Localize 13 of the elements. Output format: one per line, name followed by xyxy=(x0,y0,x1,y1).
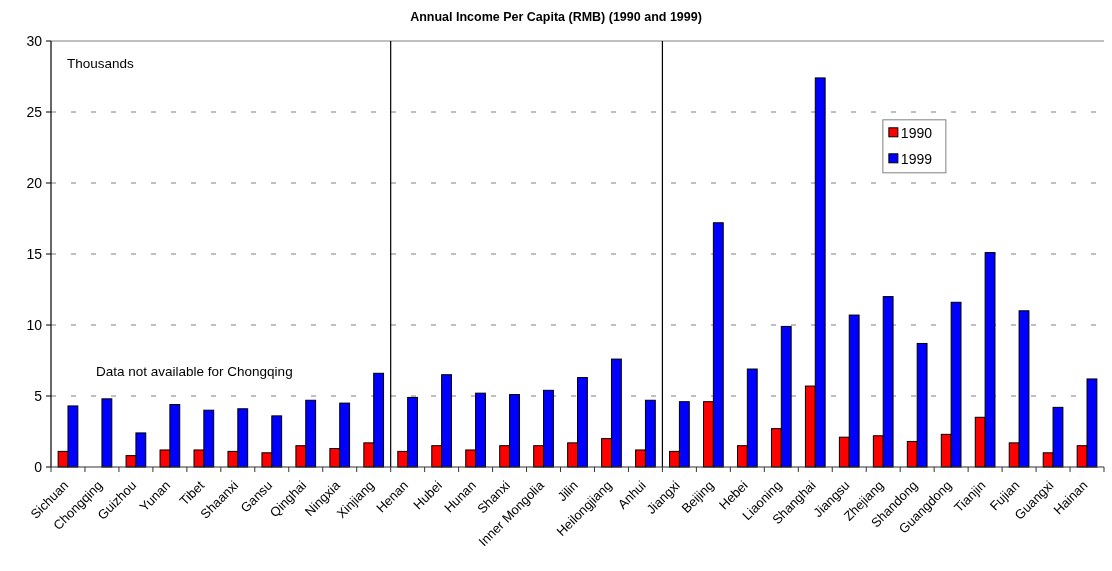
annotation: Data not available for Chongqing xyxy=(96,363,293,379)
y-tick-label: 25 xyxy=(26,103,43,120)
chart-title: Annual Income Per Capita (RMB) (1990 and 1999) xyxy=(410,10,702,24)
legend-label: 1999 xyxy=(900,150,933,167)
y-tick-label: 10 xyxy=(26,316,43,333)
y-tick-label: 5 xyxy=(34,387,43,404)
y-tick-label: 0 xyxy=(34,458,43,475)
bar xyxy=(101,398,113,468)
y-tick-label: 15 xyxy=(26,245,43,262)
y-tick-label: 30 xyxy=(26,32,43,49)
legend-label: 1990 xyxy=(900,124,933,141)
y-axis-title: Thousands xyxy=(67,56,135,71)
y-tick-label: 20 xyxy=(26,174,43,191)
